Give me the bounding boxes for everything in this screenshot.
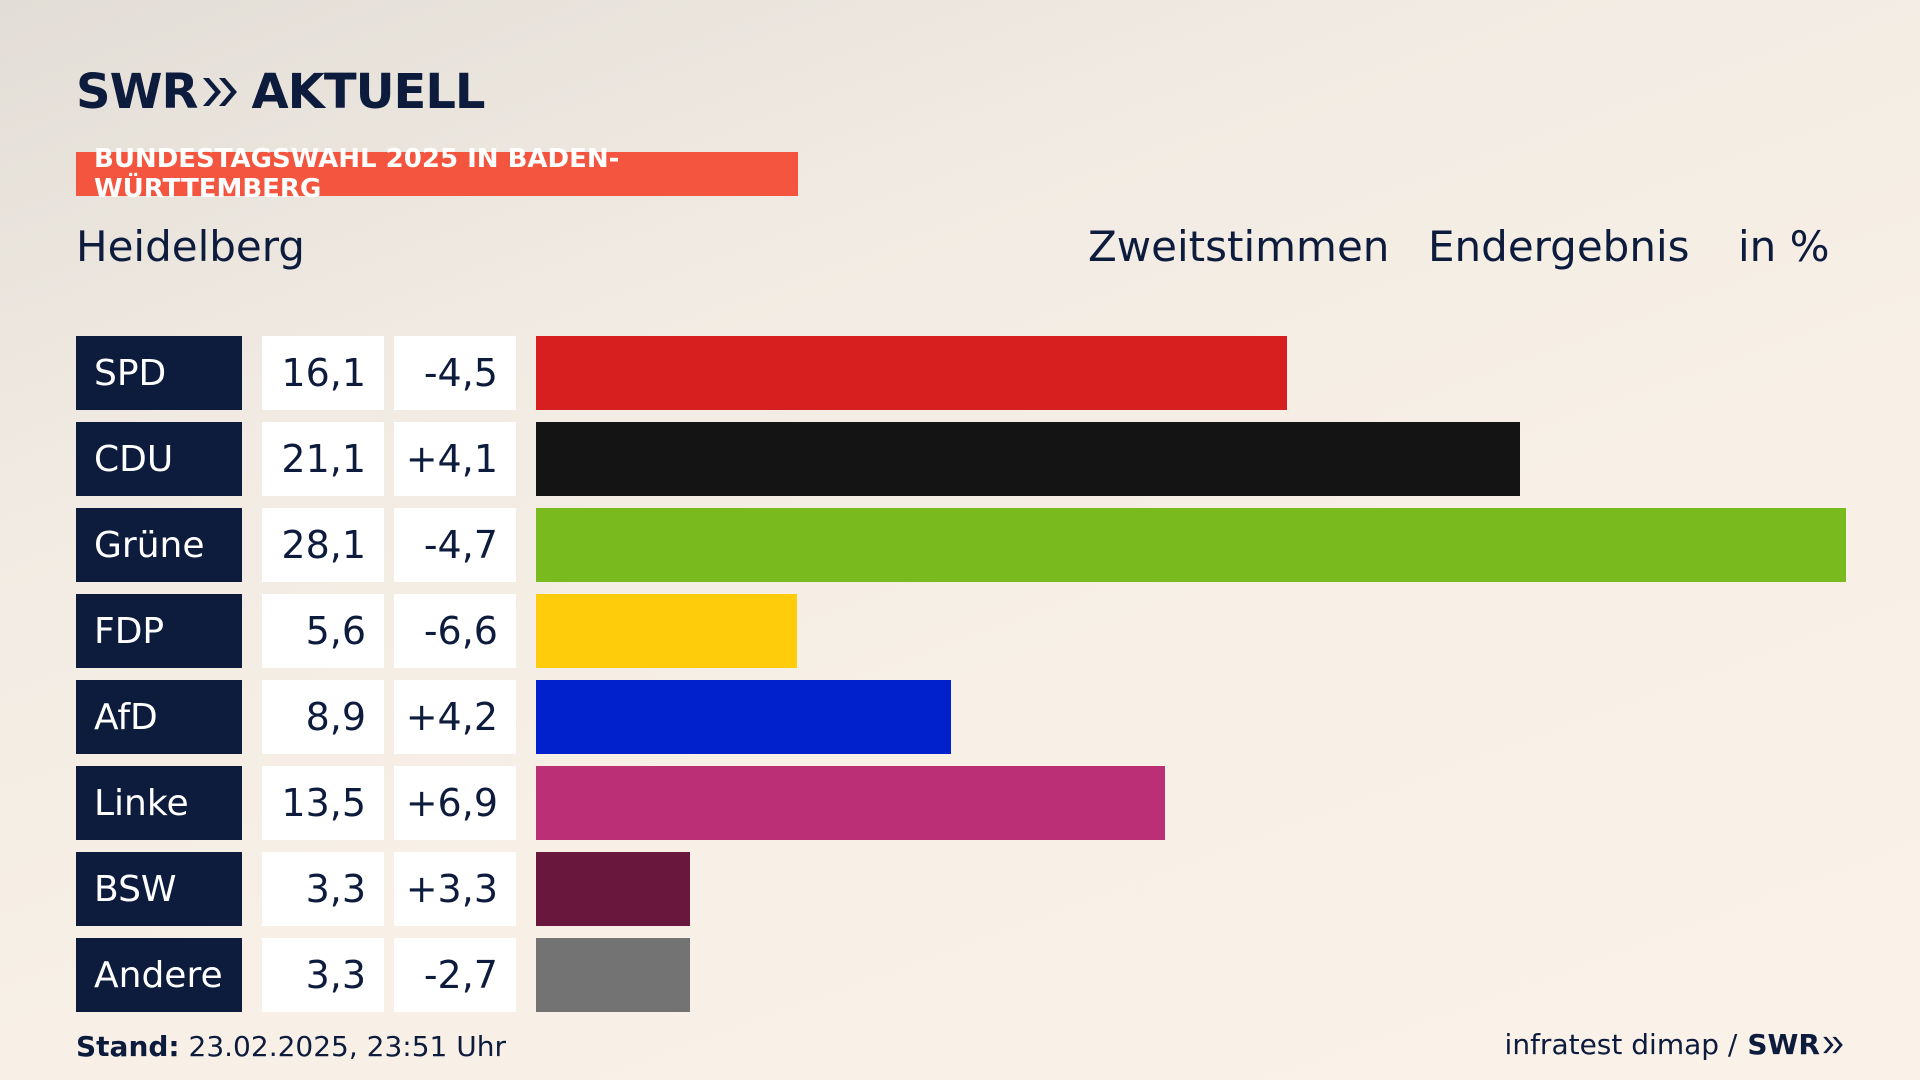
bar (536, 422, 1520, 496)
vote-change-value: +3,3 (394, 852, 516, 926)
vote-type-label: Zweitstimmen (1088, 222, 1390, 271)
chart-row: Linke 13,5 +6,9 (76, 766, 1846, 840)
chart-row: FDP 5,6 -6,6 (76, 594, 1846, 668)
vote-share-value: 16,1 (262, 336, 384, 410)
vote-share-value: 5,6 (262, 594, 384, 668)
swr-aktuell-logo: SWR AKTUELL (76, 64, 486, 120)
bar (536, 680, 951, 754)
chart-row: Grüne 28,1 -4,7 (76, 508, 1846, 582)
vote-change-value: -6,6 (394, 594, 516, 668)
chart-row: BSW 3,3 +3,3 (76, 852, 1846, 926)
vote-share-value: 13,5 (262, 766, 384, 840)
vote-change-value: -2,7 (394, 938, 516, 1012)
vote-share-value: 3,3 (262, 938, 384, 1012)
region-title: Heidelberg (76, 222, 305, 271)
vote-change-value: +6,9 (394, 766, 516, 840)
timestamp: Stand: 23.02.2025, 23:51 Uhr (76, 1030, 506, 1063)
unit-label: in % (1738, 222, 1830, 271)
bar (536, 766, 1166, 840)
chart-row: SPD 16,1 -4,5 (76, 336, 1846, 410)
stand-value: 23.02.2025, 23:51 Uhr (188, 1030, 506, 1063)
vote-share-value: 3,3 (262, 852, 384, 926)
vote-change-value: +4,1 (394, 422, 516, 496)
bar (536, 852, 690, 926)
bar (536, 938, 690, 1012)
source-credit: infratest dimap / SWR (1505, 1028, 1844, 1061)
vote-share-value: 21,1 (262, 422, 384, 496)
result-status-label: Endergebnis (1428, 222, 1690, 271)
vote-change-value: +4,2 (394, 680, 516, 754)
logo-aktuell-text: AKTUELL (251, 64, 485, 120)
double-chevron-right-icon (201, 75, 239, 109)
chart-row: CDU 21,1 +4,1 (76, 422, 1846, 496)
source-text: infratest dimap / (1504, 1028, 1738, 1061)
party-label: Linke (76, 766, 242, 840)
election-kicker-badge: BUNDESTAGSWAHL 2025 IN BADEN-WÜRTTEMBERG (76, 144, 798, 204)
bar (536, 336, 1287, 410)
result-bar-chart: SPD 16,1 -4,5 CDU 21,1 +4,1 Grüne 28,1 -4,7 FDP 5,… (76, 336, 1846, 1016)
party-label: AfD (76, 680, 242, 754)
vote-change-value: -4,5 (394, 336, 516, 410)
vote-share-value: 8,9 (262, 680, 384, 754)
source-brand-text: SWR (1747, 1028, 1820, 1061)
chart-row: AfD 8,9 +4,2 (76, 680, 1846, 754)
stand-label: Stand: (76, 1030, 180, 1063)
party-label: FDP (76, 594, 242, 668)
party-label: Grüne (76, 508, 242, 582)
party-label: Andere (76, 938, 242, 1012)
logo-swr-text: SWR (76, 64, 198, 120)
chart-row: Andere 3,3 -2,7 (76, 938, 1846, 1012)
party-label: SPD (76, 336, 242, 410)
source-brand: SWR (1747, 1028, 1844, 1061)
bar (536, 508, 1846, 582)
bar (536, 594, 798, 668)
party-label: CDU (76, 422, 242, 496)
vote-change-value: -4,7 (394, 508, 516, 582)
vote-share-value: 28,1 (262, 508, 384, 582)
party-label: BSW (76, 852, 242, 926)
small-double-chevron-icon (1823, 1036, 1843, 1053)
